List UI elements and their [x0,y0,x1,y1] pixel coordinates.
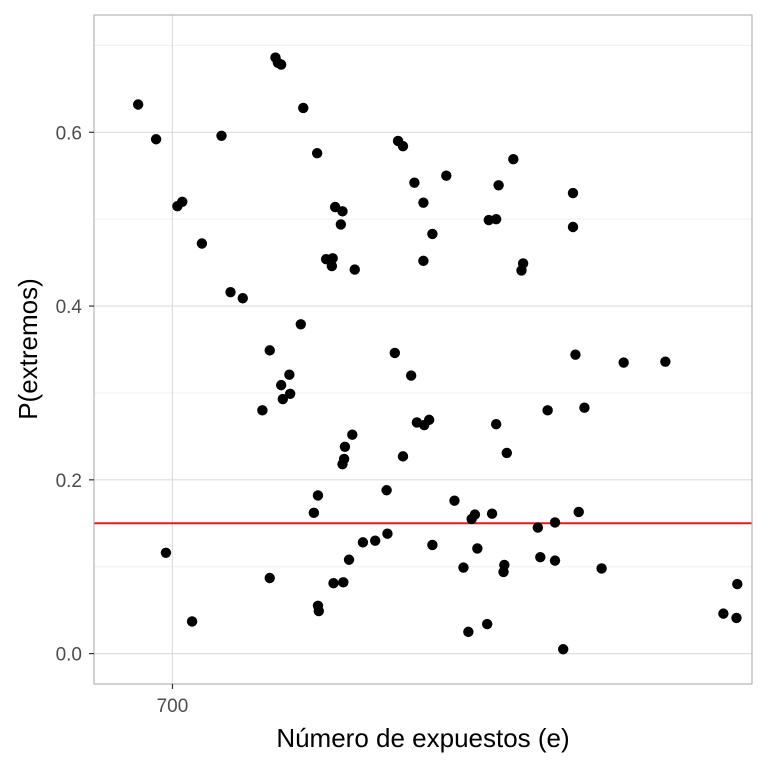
data-point [177,196,188,207]
data-point [339,441,351,453]
data-point [349,264,360,275]
data-point [298,102,309,114]
data-point [264,572,275,584]
data-point [405,370,417,381]
data-point [423,414,435,426]
y-tick-label: 0.6 [56,123,82,144]
data-point [132,99,144,110]
panel-border [93,14,753,685]
data-point [517,258,529,269]
x-axis-title: Número de expuestos (e) [276,723,569,753]
data-point [295,319,306,330]
x-ticks-layer: 700 [157,684,189,717]
data-point [409,177,420,188]
data-point [389,347,400,359]
data-point [382,528,393,539]
data-point [441,170,452,181]
grid-layer [94,15,752,684]
data-point [397,451,409,462]
data-point [427,228,438,240]
data-point [579,402,590,413]
data-point [284,369,295,380]
data-point [225,286,236,298]
data-point [490,419,502,430]
y-tick-label: 0.4 [56,297,83,318]
data-point [216,130,227,141]
data-point [499,559,510,571]
data-point [275,379,287,391]
data-point [335,219,347,230]
y-tick-label: 0.2 [56,471,82,492]
data-point [397,140,409,152]
data-point [257,405,268,416]
data-point [549,517,561,528]
data-point [311,147,323,159]
data-point [567,187,579,199]
data-point [449,495,460,506]
data-point [535,551,546,563]
y-tick-label: 0.0 [56,645,82,666]
data-point [160,547,172,559]
data-point [542,405,553,416]
data-point [472,543,483,554]
data-point [186,616,198,627]
data-point [469,509,481,520]
data-point [557,644,569,655]
data-point [718,608,729,619]
data-point [618,357,629,368]
data-point [418,255,429,267]
data-point [313,605,324,617]
data-point [312,490,324,501]
data-point [277,393,289,405]
data-point [418,197,429,208]
data-point [427,539,438,551]
data-point [328,578,339,589]
data-point [567,221,579,233]
data-point [237,293,248,304]
data-point [596,563,607,574]
data-point [327,253,338,264]
data-point [732,578,743,590]
data-point [308,507,320,519]
data-point [264,345,275,356]
data-point [549,555,561,566]
data-point [343,554,355,565]
data-point [493,180,504,191]
data-point [501,447,512,459]
data-point [275,59,287,70]
data-point [381,485,392,496]
data-point [458,562,469,573]
points-layer [132,52,743,655]
x-tick-label: 700 [157,696,189,717]
data-point [196,238,208,249]
data-point [731,612,742,624]
data-point [150,134,162,145]
data-point [338,577,349,588]
data-point [660,356,671,367]
data-point [347,429,358,440]
data-point [369,535,381,546]
data-point [481,618,493,630]
data-point [338,453,350,465]
data-point [357,537,369,548]
data-point [337,206,348,217]
data-point [508,154,519,165]
y-ticks-layer: 0.0 0.2 0.4 0.6 [56,123,94,666]
data-point [486,508,498,519]
data-point [532,522,544,533]
data-point [284,388,296,400]
data-point [573,506,584,518]
y-axis-title: P(extremos) [13,278,43,420]
data-point [326,260,338,272]
data-point [463,626,474,638]
data-point [570,349,581,360]
data-point [490,213,502,225]
